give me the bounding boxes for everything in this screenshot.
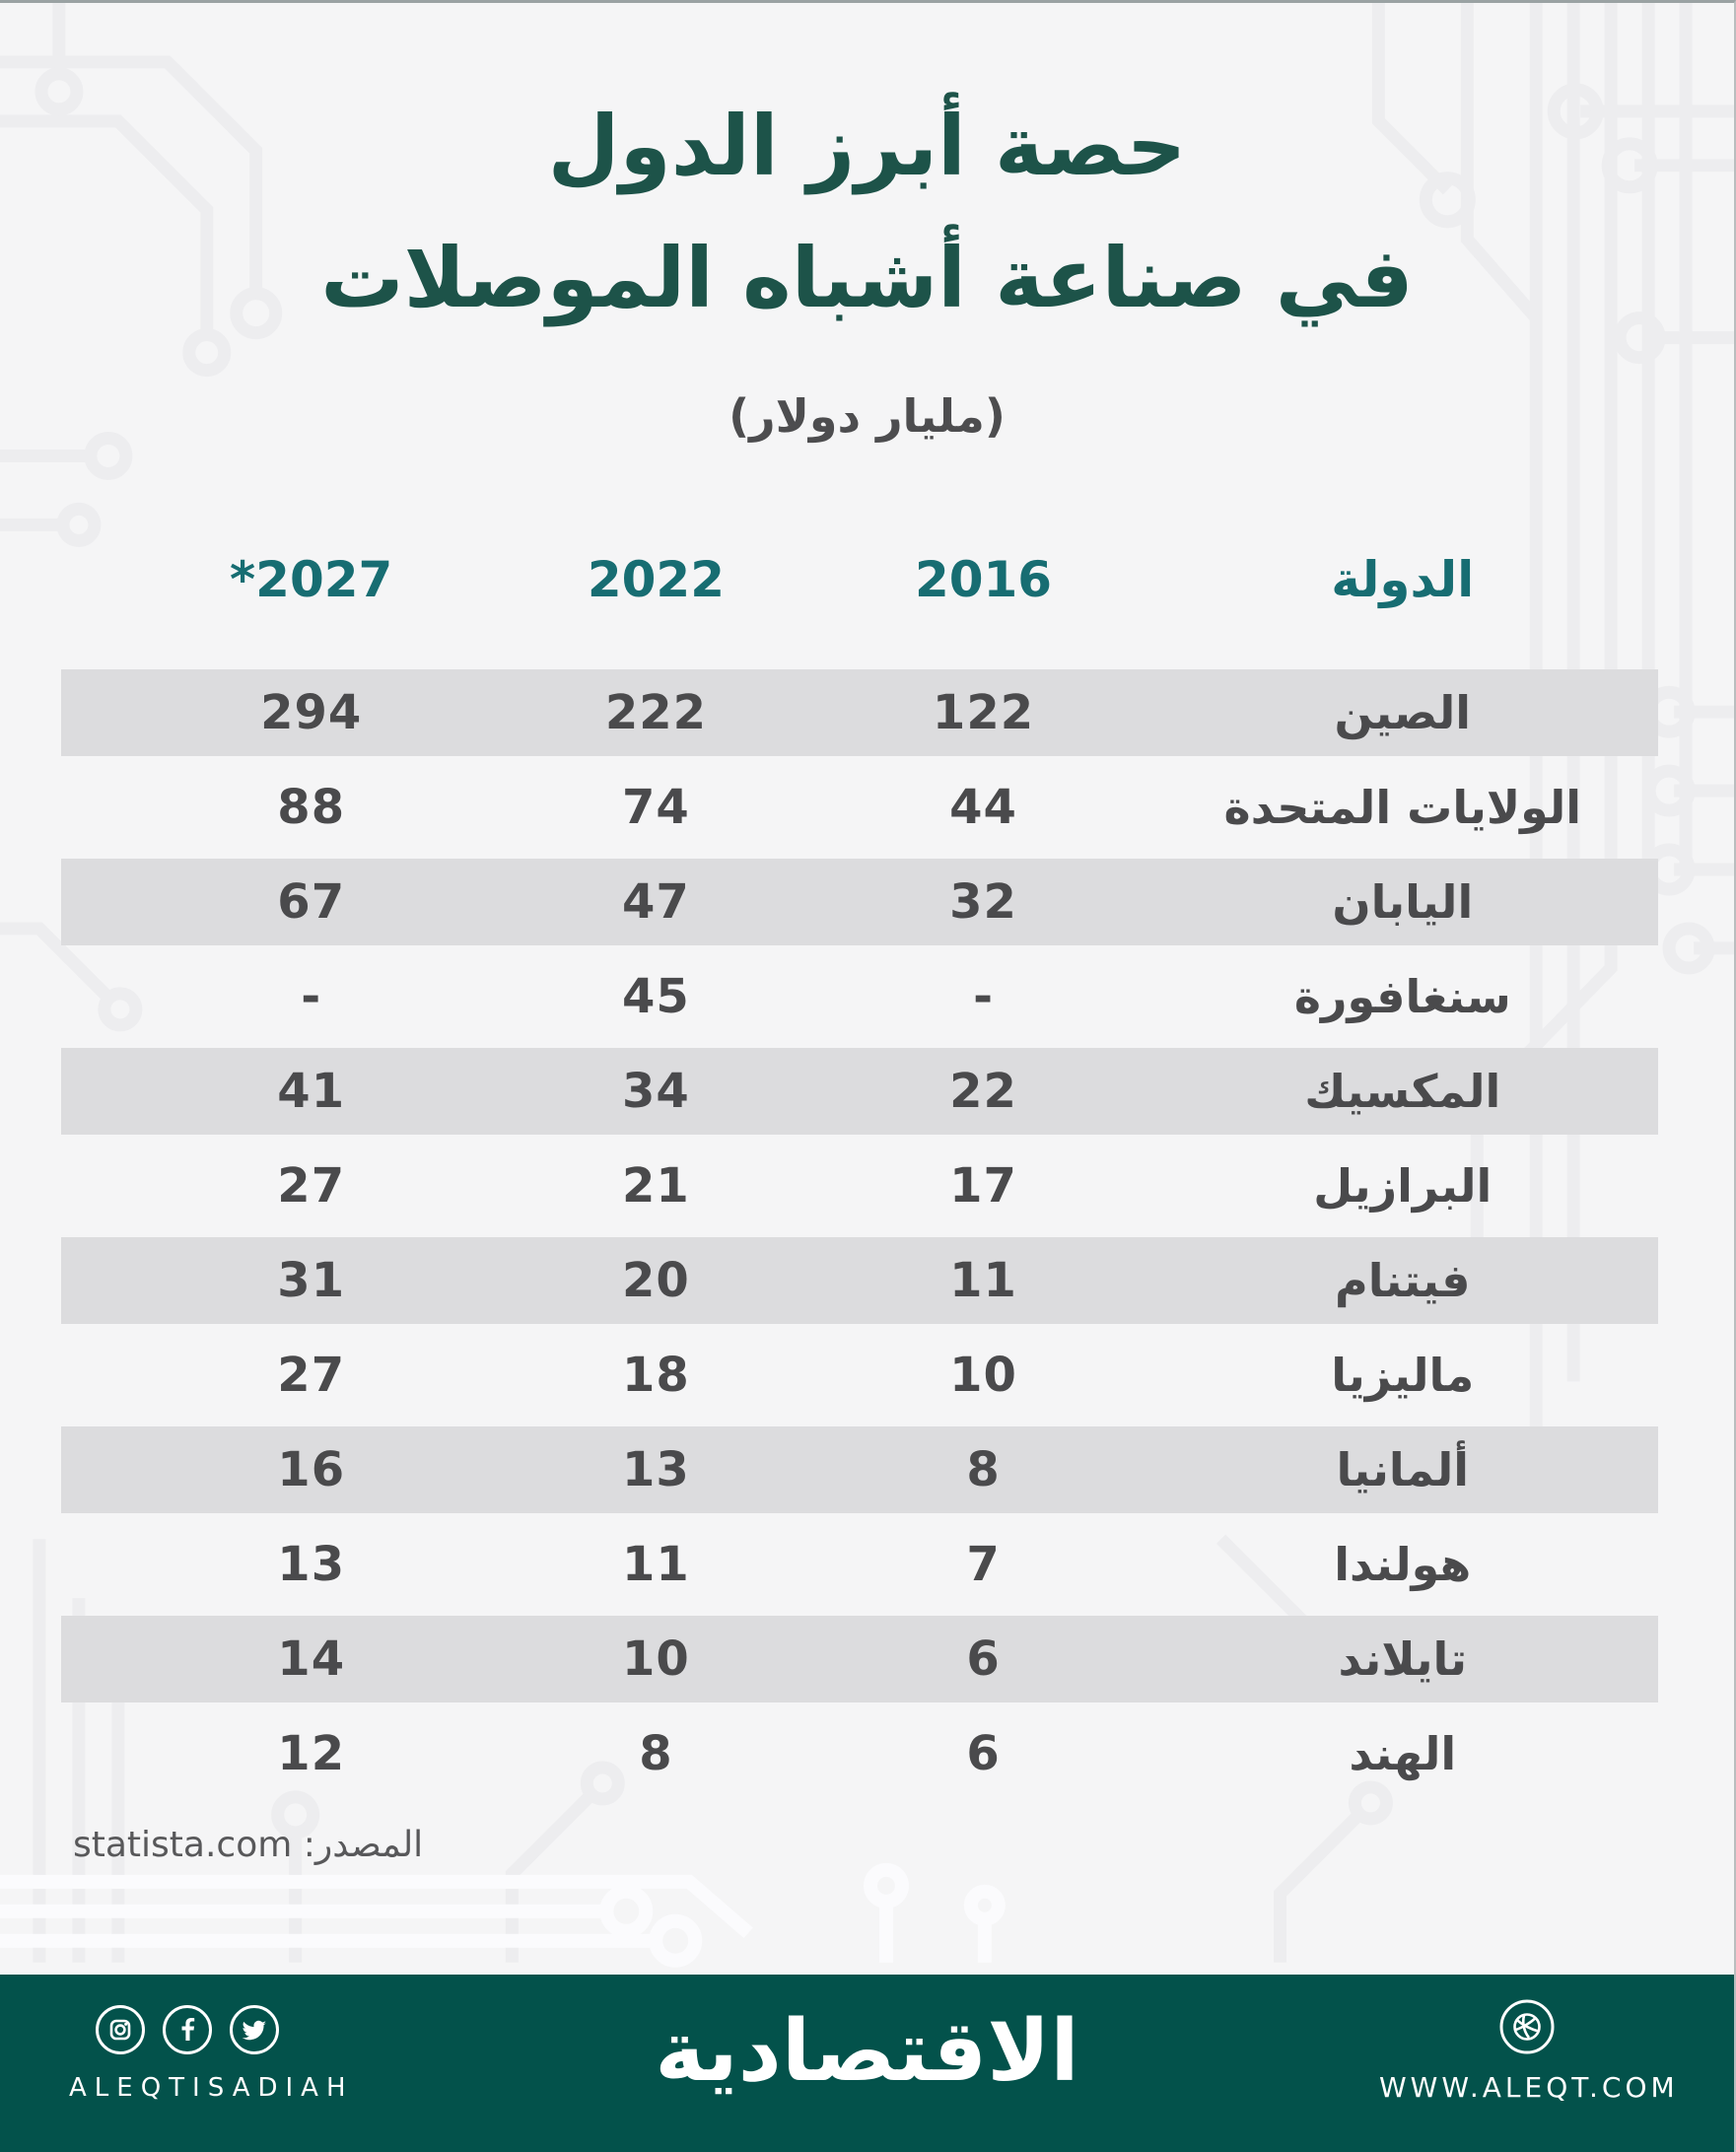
cell-2022: 13 [622,1442,690,1497]
cell-2022: 21 [622,1158,690,1214]
cell-country: اليابان [1332,875,1474,929]
cell-country: الهند [1349,1727,1457,1780]
cell-2016: 11 [949,1253,1017,1308]
cell-2016: 10 [949,1348,1017,1403]
table-row-singapore: - 45 - سنغافورة [61,953,1658,1040]
title-line-2: في صناعة أشباه الموصلات [320,230,1414,326]
content: حصة أبرز الدول في صناعة أشباه الموصلات (… [0,3,1734,2152]
cell-2027: 41 [277,1064,346,1119]
facebook-icon[interactable] [162,2004,213,2059]
footer-bar: ALEQTISADIAH الاقتصادية WWW.ALEQT.COM [0,1975,1734,2152]
cell-2027: 27 [277,1158,346,1214]
data-table: 294 222 122 الصين 88 74 44 الولايات المت… [61,669,1658,1805]
table-row-malaysia: 27 18 10 ماليزيا [61,1332,1658,1419]
table-row-china: 294 222 122 الصين [61,669,1658,756]
cell-2027: 67 [277,874,346,930]
title-line-1: حصة أبرز الدول [547,98,1187,194]
cell-2027: 16 [277,1442,346,1497]
cell-country: الولايات المتحدة [1223,781,1581,834]
cell-2016: 44 [949,780,1017,835]
cell-2022: 222 [604,685,708,740]
column-header-2016: 2016 [914,551,1053,608]
table-row-japan: 67 47 32 اليابان [61,859,1658,945]
column-header-2022: 2022 [587,551,726,608]
cell-2022: 10 [622,1631,690,1687]
table-row-netherlands: 13 11 7 هولندا [61,1521,1658,1608]
cell-2022: 45 [622,969,690,1024]
footer-website-group: WWW.ALEQT.COM [1379,1998,1675,2104]
table-row-thailand: 14 10 6 تايلاند [61,1616,1658,1702]
instagram-icon[interactable] [95,2004,146,2059]
cell-2022: 11 [622,1537,690,1592]
cell-country: هولندا [1334,1538,1472,1591]
footer-social-group: ALEQTISADIAH [69,2004,354,2103]
cell-2016: 6 [966,1631,1001,1687]
website-url[interactable]: WWW.ALEQT.COM [1379,2071,1679,2104]
cell-2016: - [973,969,994,1024]
cell-2016: 6 [966,1726,1001,1781]
page-subtitle: (مليار دولار) [729,389,1006,443]
column-header-2027: *2027 [230,551,393,608]
cell-country: المكسيك [1304,1065,1501,1118]
cell-2027: 12 [277,1726,346,1781]
globe-icon[interactable] [1498,1998,1556,2059]
cell-2022: 74 [622,780,690,835]
twitter-icon[interactable] [229,2004,280,2059]
cell-2022: 20 [622,1253,690,1308]
cell-2027: 88 [277,780,346,835]
cell-2027: - [301,969,322,1024]
table-row-vietnam: 31 20 11 فيتنام [61,1237,1658,1324]
table-row-india: 12 8 6 الهند [61,1710,1658,1797]
brand-logo: الاقتصادية [655,2002,1079,2101]
cell-2027: 27 [277,1348,346,1403]
cell-country: فيتنام [1335,1254,1471,1307]
page-title: حصة أبرز الدول في صناعة أشباه الموصلات [0,80,1734,344]
table-row-brazil: 27 21 17 البرازيل [61,1143,1658,1229]
cell-2016: 7 [966,1537,1001,1592]
cell-2027: 31 [277,1253,346,1308]
cell-country: سنغافورة [1293,970,1511,1023]
cell-country: ماليزيا [1331,1349,1475,1402]
cell-2022: 34 [622,1064,690,1119]
source-label: المصدر: [303,1825,424,1865]
table-row-germany: 16 13 8 ألمانيا [61,1426,1658,1513]
table-row-usa: 88 74 44 الولايات المتحدة [61,764,1658,851]
cell-country: الصين [1334,686,1472,739]
source-value: statista.com [73,1825,293,1865]
cell-country: البرازيل [1313,1159,1493,1213]
cell-2022: 8 [639,1726,673,1781]
cell-2016: 122 [932,685,1035,740]
cell-2016: 17 [949,1158,1017,1214]
column-header-country: الدولة [1331,551,1475,608]
cell-country: تايلاند [1338,1632,1468,1686]
cell-2022: 18 [622,1348,690,1403]
source-line: المصدر: statista.com [73,1825,423,1865]
social-handle[interactable]: ALEQTISADIAH [69,2073,354,2103]
cell-2016: 22 [949,1064,1017,1119]
cell-2016: 32 [949,874,1017,930]
cell-2022: 47 [622,874,690,930]
cell-2016: 8 [966,1442,1001,1497]
cell-2027: 13 [277,1537,346,1592]
cell-country: ألمانيا [1336,1443,1470,1496]
table-row-mexico: 41 34 22 المكسيك [61,1048,1658,1135]
table-header-row: *2027 2022 2016 الدولة [61,535,1658,624]
cell-2027: 294 [260,685,363,740]
cell-2027: 14 [277,1631,346,1687]
